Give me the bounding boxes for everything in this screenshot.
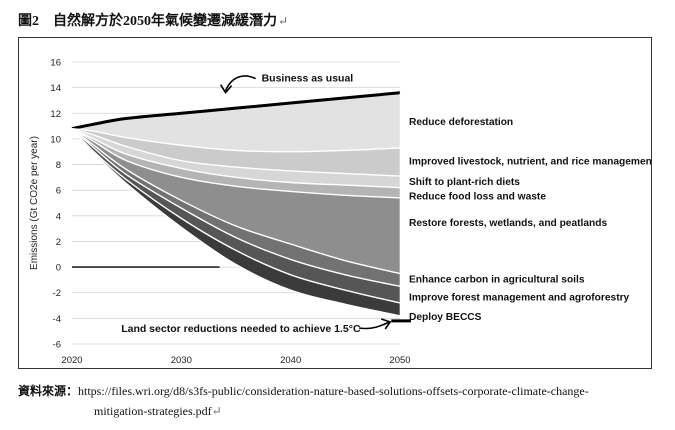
bau-arrow-head: [219, 84, 233, 95]
y-tick-label: 12: [50, 109, 61, 120]
x-tick-label: 2050: [389, 355, 410, 366]
wedge-boundary-line: [71, 128, 401, 275]
wedge-boundary-line: [71, 128, 401, 189]
area-enhance-carbon-in-agricultural-soils: [72, 128, 400, 303]
y-tick-label: 16: [50, 58, 61, 69]
area-improve-forest-management-and-agroforestry: [72, 128, 400, 316]
y-tick-label: -2: [53, 288, 61, 299]
target-arrow-head: [380, 318, 392, 330]
series-label: Enhance carbon in agricultural soils: [409, 275, 585, 286]
area-reduce-deforestation: [72, 128, 400, 177]
paragraph-mark: ↵: [278, 14, 289, 28]
area-reduce-food-loss-and-waste: [72, 128, 400, 274]
y-tick-label: 2: [56, 237, 61, 248]
figure-title: 自然解方於2050年氣候變遷減緩潛力: [53, 14, 277, 29]
x-tick-label: 2040: [280, 355, 301, 366]
wedge-boundary-line: [71, 127, 401, 177]
series-label: Shift to plant-rich diets: [409, 177, 520, 188]
wedge-boundary-line: [71, 127, 401, 153]
target-annotation: Land sector reductions needed to achieve…: [121, 323, 361, 335]
paragraph-mark: ↵: [211, 404, 222, 418]
y-tick-label: -6: [53, 340, 61, 351]
series-label: Deploy BECCS: [409, 312, 482, 323]
y-axis-label: Emissions (Gt CO2e per year): [29, 136, 40, 270]
source-url-line-1[interactable]: https://files.wri.org/d8/s3fs-public/con…: [78, 384, 589, 398]
wedge-boundary-line: [71, 128, 401, 304]
source-note: 資料來源：https://files.wri.org/d8/s3fs-publi…: [18, 381, 658, 421]
area-shift-to-plant-rich-diets: [72, 128, 400, 198]
wedge-boundary-line: [71, 128, 401, 199]
figure-caption: 圖2 自然解方於2050年氣候變遷減緩潛力↵: [18, 10, 288, 30]
chart-frame: 16 14 12 10 8 6 4 2 0 -2 -4 -6 2020 2030 2040 2050 Emiss…: [18, 37, 652, 369]
figure-number: 圖2: [18, 14, 39, 29]
x-tick-label: 2030: [171, 355, 192, 366]
bau-arrow: [224, 75, 256, 91]
series-label: Reduce deforestation: [409, 117, 513, 128]
area-restore-forests-wetlands-and-peatlands: [72, 128, 400, 287]
y-tick-label: 0: [56, 263, 61, 274]
source-url-line-2[interactable]: mitigation-strategies.pdf: [94, 404, 212, 418]
area-business-as-usual: [72, 92, 400, 152]
y-tick-label: 14: [50, 83, 61, 94]
series-label: Improve forest management and agroforest…: [409, 293, 630, 304]
y-tick-label: 8: [56, 160, 61, 171]
series-label: Improved livestock, nutrient, and rice m…: [409, 157, 651, 168]
y-tick-label: -4: [53, 314, 61, 325]
business-as-usual-line: [71, 91, 401, 131]
series-label: Restore forests, wetlands, and peatlands: [409, 218, 607, 229]
series-label: Reduce food loss and waste: [409, 191, 546, 202]
y-tick-label: 10: [50, 134, 61, 145]
wedge-boundary-line: [71, 128, 401, 317]
bau-annotation: Business as usual: [262, 73, 354, 85]
source-label: 資料來源：: [18, 384, 79, 398]
target-arrow: [359, 321, 390, 330]
y-tick-label: 6: [56, 186, 61, 197]
x-tick-label: 2020: [61, 355, 82, 366]
wedge-boundary-line: [71, 128, 401, 288]
y-tick-label: 4: [56, 211, 61, 222]
